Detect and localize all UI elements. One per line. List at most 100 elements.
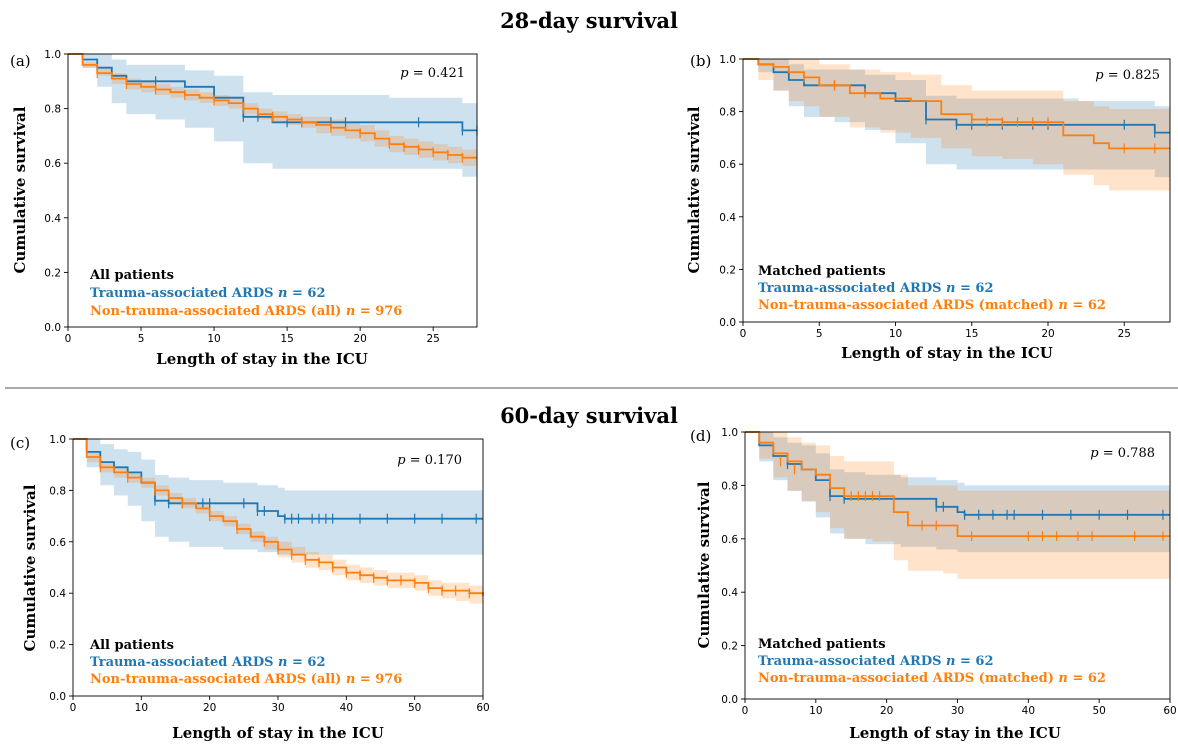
x-tick-label: 10 [809, 705, 822, 717]
legend-text: Trauma-associated ARDS [758, 654, 946, 669]
y-tick-label: 0.8 [44, 104, 61, 116]
p-value-label: p [397, 453, 406, 468]
legend-n-value: = 976 [355, 672, 402, 687]
legend-text: Trauma-associated ARDS [90, 286, 278, 301]
panel-c: (c) 0 10 20 30 40 50 60 0.0 0.2 0.4 0.6 0.8 1.0 p = … [10, 434, 490, 742]
y-tick-label: 0.2 [44, 267, 61, 279]
p-value: p = 0.421 [400, 66, 465, 81]
x-tick-label: 5 [138, 333, 145, 345]
panel-letter: (a) [10, 52, 31, 70]
y-tick-label: 0.4 [49, 588, 66, 600]
legend-n-label: n [946, 654, 955, 669]
y-tick-label: 1.0 [49, 434, 66, 446]
x-tick-label: 20 [203, 702, 216, 714]
x-tick-label: 50 [408, 702, 421, 714]
legend-n-label: n [946, 281, 955, 296]
p-value-text: = 0.170 [406, 453, 462, 468]
y-axis-label: Cumulative survival [21, 484, 39, 651]
panel-letter: (b) [690, 52, 711, 70]
survival-line-1 [745, 431, 1170, 537]
legend-text: Non-trauma-associated ARDS (matched) [758, 298, 1058, 313]
y-tick-label: 0.0 [49, 691, 66, 703]
y-tick-label: 0.2 [719, 264, 736, 276]
legend-entry-non-trauma: Non-trauma-associated ARDS (matched) n =… [758, 671, 1106, 686]
survival-line-1 [743, 58, 1170, 150]
section-title-28-day: 28-day survival [500, 8, 678, 33]
y-tick-label: 0.4 [44, 213, 61, 225]
panel-a: (a) 0 5 10 15 20 25 0.0 0.2 0.4 0.6 0.8 1.0 p = 0.4… [10, 49, 478, 368]
y-tick-label: 0.4 [719, 212, 736, 224]
y-tick-label: 0.0 [44, 322, 61, 334]
legend-text: Trauma-associated ARDS [90, 655, 278, 670]
section-title-60-day: 60-day survival [500, 403, 678, 428]
x-tick-label: 10 [889, 328, 902, 340]
panel-d: (d) 0 10 20 30 40 50 60 0.0 0.2 0.4 0.6 0.8 1.0 p = … [690, 427, 1177, 742]
x-tick-label: 0 [740, 328, 747, 340]
y-tick-label: 0.8 [719, 107, 736, 119]
legend-n-label: n [346, 672, 355, 687]
p-value: p = 0.788 [1090, 446, 1155, 461]
legend-text: Non-trauma-associated ARDS (all) [90, 672, 346, 687]
legend-n-label: n [1058, 298, 1067, 313]
legend-text: Non-trauma-associated ARDS (all) [90, 304, 346, 319]
legend-n-value: = 62 [955, 654, 993, 669]
y-tick-label: 0.4 [721, 587, 738, 599]
legend-n-value: = 62 [287, 655, 325, 670]
legend-n-value: = 62 [955, 281, 993, 296]
x-tick-label: 40 [1022, 705, 1035, 717]
legend-n-value: = 62 [287, 286, 325, 301]
legend-entry-non-trauma: Non-trauma-associated ARDS (matched) n =… [758, 298, 1106, 313]
y-tick-label: 1.0 [44, 49, 61, 61]
legend-n-value: = 62 [1068, 298, 1106, 313]
legend-text: Non-trauma-associated ARDS (matched) [758, 671, 1058, 686]
legend-text: Trauma-associated ARDS [758, 281, 946, 296]
y-tick-label: 0.2 [721, 641, 738, 653]
x-tick-label: 25 [426, 333, 439, 345]
x-axis-label: Length of stay in the ICU [841, 344, 1053, 362]
y-tick-label: 0.8 [721, 480, 738, 492]
y-tick-label: 0.6 [719, 159, 736, 171]
y-tick-label: 0.8 [49, 485, 66, 497]
x-tick-label: 0 [742, 705, 749, 717]
legend-n-label: n [278, 286, 287, 301]
p-value-text: = 0.421 [409, 66, 465, 81]
legend-n-label: n [1058, 671, 1067, 686]
x-tick-label: 15 [280, 333, 293, 345]
confidence-band-1 [745, 432, 1170, 579]
legend-entry-trauma: Trauma-associated ARDS n = 62 [758, 654, 994, 669]
x-tick-label: 30 [951, 705, 964, 717]
legend-entry-trauma: Trauma-associated ARDS n = 62 [90, 286, 326, 301]
y-tick-label: 1.0 [721, 427, 738, 439]
legend-title: Matched patients [758, 264, 886, 279]
y-tick-label: 0.6 [44, 158, 61, 170]
p-value: p = 0.170 [397, 453, 462, 468]
legend-title: Matched patients [758, 637, 886, 652]
x-axis-label: Length of stay in the ICU [156, 350, 368, 368]
x-tick-label: 50 [1092, 705, 1105, 717]
confidence-band-0 [73, 439, 483, 555]
x-tick-label: 20 [1041, 328, 1054, 340]
legend-n-label: n [278, 655, 287, 670]
axes-frame [742, 58, 1171, 323]
confidence-band-0 [745, 432, 1170, 553]
p-value-text: = 0.788 [1099, 446, 1155, 461]
x-tick-label: 30 [271, 702, 284, 714]
legend-title: All patients [89, 268, 174, 283]
legend-n-label: n [346, 304, 355, 319]
axes-frame [67, 53, 478, 328]
legend-n-value: = 976 [355, 304, 402, 319]
y-axis-label: Cumulative survival [685, 106, 703, 273]
panel-letter: (d) [690, 427, 711, 445]
y-tick-label: 1.0 [719, 54, 736, 66]
x-tick-label: 15 [965, 328, 978, 340]
y-axis-label: Cumulative survival [11, 106, 29, 273]
p-value: p = 0.825 [1095, 68, 1160, 83]
legend-entry-trauma: Trauma-associated ARDS n = 62 [758, 281, 994, 296]
panel-letter: (c) [10, 434, 30, 452]
x-tick-label: 60 [1163, 705, 1176, 717]
legend-entry-trauma: Trauma-associated ARDS n = 62 [90, 655, 326, 670]
x-axis-label: Length of stay in the ICU [172, 724, 384, 742]
x-tick-label: 10 [135, 702, 148, 714]
y-tick-label: 0.0 [721, 694, 738, 706]
y-tick-label: 0.6 [49, 537, 66, 549]
